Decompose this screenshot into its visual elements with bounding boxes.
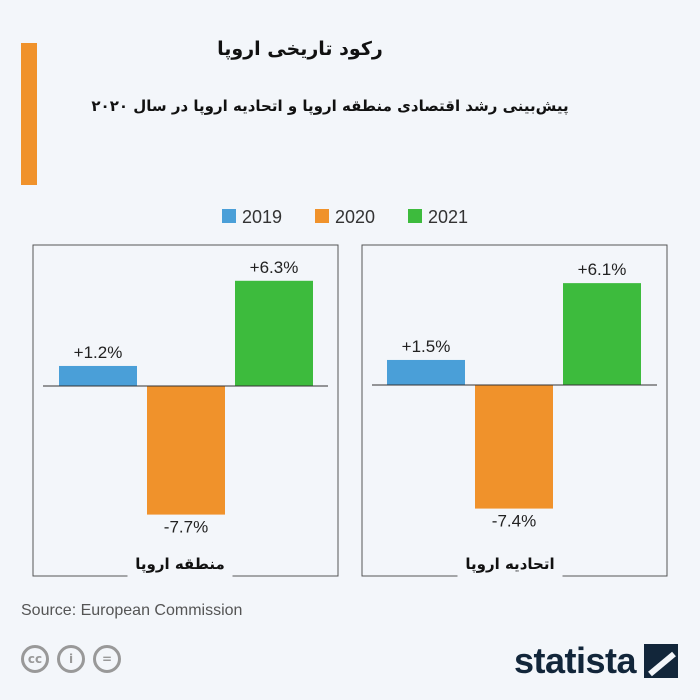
bar-2021	[235, 280, 313, 386]
by-icon: i	[57, 645, 85, 673]
legend-label-2019: 2019	[242, 207, 282, 227]
chart-subtitle: پیش‌بینی رشد اقتصادی منطقه اروپا و اتحاد…	[91, 97, 569, 115]
legend-swatch-2020	[315, 209, 329, 223]
bar-2020	[475, 385, 553, 509]
bar-2019	[387, 359, 465, 385]
data-label: -7.4%	[492, 512, 536, 531]
legend-swatch-2019	[222, 209, 236, 223]
statista-wordmark: statista	[513, 640, 637, 681]
panel-border	[361, 244, 668, 577]
nd-icon: =	[93, 645, 121, 673]
statista-mark-icon	[644, 644, 678, 678]
chart-title: رکود تاریخی اروپا	[217, 38, 383, 60]
accent-bar	[21, 43, 37, 185]
data-label: +1.2%	[74, 343, 123, 362]
bar-2020	[147, 386, 225, 515]
data-label: -7.7%	[164, 518, 208, 537]
license-icons: cc i =	[21, 645, 121, 673]
statista-logo: statista	[514, 640, 678, 682]
bar-2021	[563, 283, 641, 385]
legend-label-2021: 2021	[428, 207, 468, 227]
panel-title: اتحادیه اروپا	[465, 555, 554, 574]
bar-2019	[59, 365, 137, 386]
legend-label-2020: 2020	[335, 207, 375, 227]
data-label: +1.5%	[402, 337, 451, 356]
cc-icon: cc	[21, 645, 49, 673]
panel-border	[32, 244, 339, 577]
data-label: +6.3%	[250, 258, 299, 277]
panel-title: منطقه اروپا	[135, 555, 225, 574]
data-label: +6.1%	[578, 260, 627, 279]
source-note: Source: European Commission	[21, 602, 243, 619]
legend-swatch-2021	[408, 209, 422, 223]
